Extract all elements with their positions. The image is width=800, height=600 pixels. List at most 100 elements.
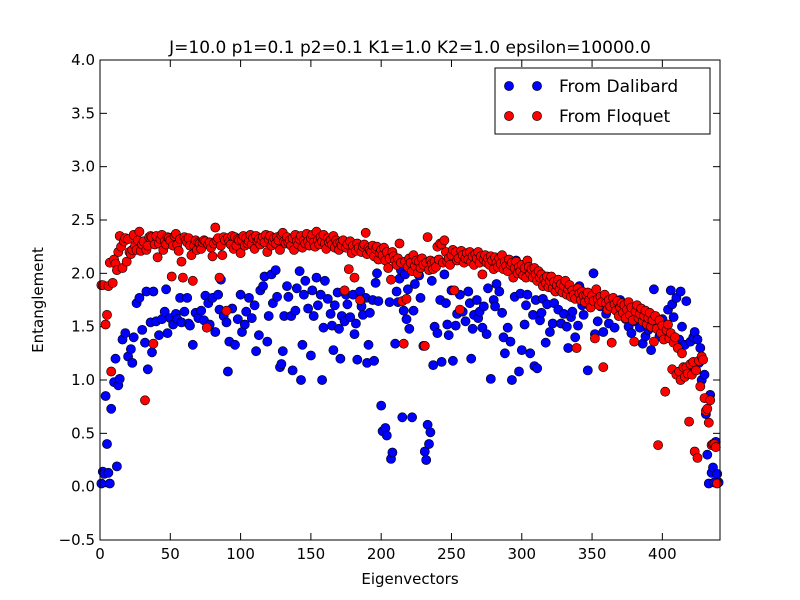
data-point: [660, 386, 671, 397]
data-point: [710, 442, 721, 453]
data-point: [570, 332, 581, 343]
y-tick-label: 3.5: [71, 104, 95, 122]
legend-marker-floquet: [532, 111, 542, 121]
data-point: [424, 439, 434, 449]
data-point: [369, 355, 379, 366]
y-axis-label: Entanglement: [29, 247, 47, 353]
data-point: [270, 265, 281, 275]
data-point: [221, 317, 232, 328]
data-point: [291, 283, 302, 294]
data-point: [106, 403, 117, 414]
data-point: [692, 334, 703, 345]
y-tick-label: 1.0: [71, 371, 95, 389]
data-point: [698, 354, 708, 365]
data-point: [450, 320, 461, 331]
x-tick-label: 0: [95, 545, 105, 563]
data-point: [692, 452, 703, 463]
data-point: [154, 330, 164, 341]
data-point: [483, 283, 493, 294]
data-point: [128, 332, 139, 343]
data-point: [397, 412, 408, 423]
data-point: [283, 291, 294, 302]
data-point: [670, 332, 680, 343]
data-point: [547, 318, 558, 329]
data-point: [235, 248, 246, 258]
data-point: [567, 306, 578, 317]
data-point: [137, 324, 148, 335]
data-point: [443, 330, 454, 341]
data-point: [103, 467, 114, 478]
data-point: [561, 321, 572, 332]
data-point: [364, 307, 375, 318]
data-point: [297, 339, 308, 350]
data-point: [592, 316, 603, 327]
data-point: [112, 461, 122, 472]
data-point: [398, 305, 409, 316]
legend-label-dalibard: From Dalibard: [559, 77, 678, 97]
x-tick-label: 300: [507, 545, 536, 563]
data-point: [272, 291, 282, 302]
data-point: [263, 311, 274, 321]
y-tick-label: 4.0: [71, 51, 95, 69]
legend-label-floquet: From Floquet: [559, 107, 670, 127]
data-point: [425, 427, 436, 438]
data-point: [96, 478, 107, 489]
data-point: [334, 323, 344, 334]
data-point: [401, 314, 412, 325]
data-point: [322, 293, 333, 304]
data-point: [497, 307, 507, 318]
data-point: [125, 344, 136, 354]
data-point: [449, 285, 460, 296]
legend: From Dalibard From Floquet: [494, 67, 711, 135]
data-point: [262, 336, 273, 347]
data-point: [210, 222, 221, 233]
data-point: [516, 345, 527, 355]
data-point: [140, 395, 150, 406]
data-point: [282, 281, 292, 291]
data-point: [445, 259, 455, 270]
data-point: [398, 338, 409, 349]
data-point: [370, 277, 381, 288]
data-point: [532, 363, 543, 374]
data-point: [173, 245, 184, 256]
data-point: [440, 298, 451, 309]
data-point: [436, 356, 447, 367]
data-point: [419, 340, 430, 351]
data-point: [432, 328, 443, 338]
data-point: [426, 275, 437, 286]
data-point: [296, 375, 306, 385]
data-point: [372, 268, 382, 279]
data-point: [525, 348, 536, 359]
data-point: [214, 272, 225, 283]
data-point: [176, 256, 187, 267]
data-point: [104, 478, 115, 489]
data-point: [235, 289, 246, 300]
data-point: [506, 375, 517, 385]
data-point: [376, 400, 387, 411]
data-point: [303, 303, 313, 314]
data-point: [578, 309, 589, 320]
data-point: [221, 305, 232, 316]
data-point: [319, 275, 330, 286]
data-point: [343, 264, 354, 274]
data-point: [373, 296, 384, 306]
data-point: [485, 373, 496, 384]
data-point: [187, 275, 198, 286]
y-tick-label: 0.0: [71, 478, 95, 496]
data-point: [699, 369, 710, 380]
data-point: [545, 327, 555, 337]
data-point: [360, 227, 371, 238]
data-point: [355, 295, 365, 305]
data-point: [277, 346, 288, 357]
series-floquet: [96, 222, 723, 489]
data-point: [182, 292, 193, 303]
data-point: [140, 337, 150, 348]
data-point: [241, 306, 252, 317]
data-point: [239, 319, 250, 330]
data-point: [230, 339, 240, 350]
data-point: [275, 244, 285, 255]
data-point: [187, 339, 198, 350]
data-point: [415, 292, 426, 303]
data-point: [152, 252, 163, 263]
